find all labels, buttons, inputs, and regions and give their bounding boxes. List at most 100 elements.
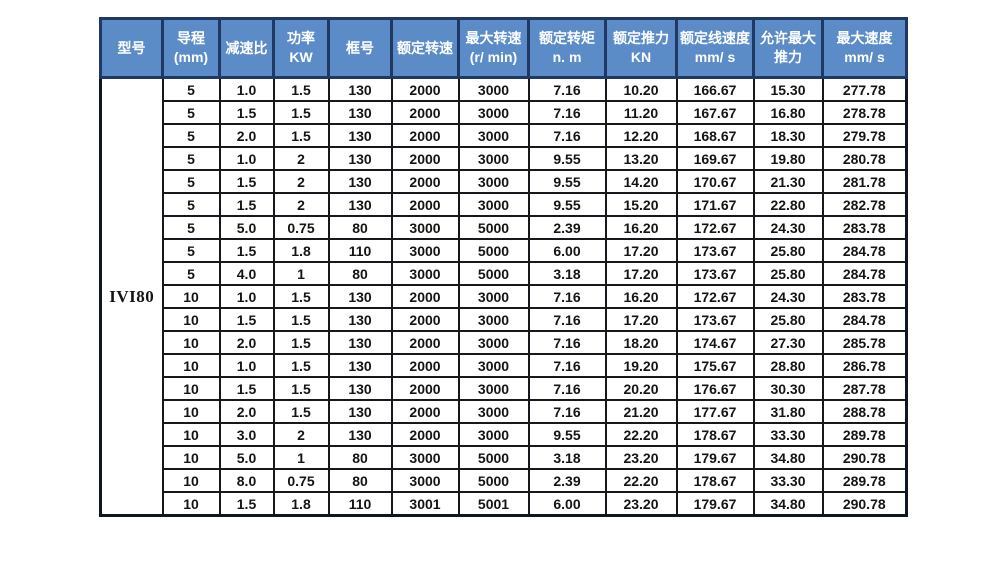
table-cell: 2000 [390, 76, 460, 102]
table-cell: 130 [327, 353, 393, 378]
table-cell: 7.16 [527, 284, 607, 309]
table-cell: 3000 [390, 445, 460, 470]
table-row: 10 2.0 1.5 130 2000 3000 7.16 18.20 174.67 27.30 2… [101, 330, 908, 355]
table-row: 10 5.0 1 80 3000 5000 3.18 23.20 179.67 34.80 290.… [101, 445, 908, 470]
table-cell: 3000 [457, 330, 530, 355]
column-header-5: 额定转速 [390, 17, 460, 79]
table-cell: 171.67 [675, 192, 755, 217]
table-cell: 7.16 [527, 76, 607, 102]
column-header-4: 框号 [327, 17, 393, 79]
table-cell: 10 [161, 376, 221, 401]
table-cell: 10.20 [604, 76, 678, 102]
table-cell: 5000 [457, 445, 530, 470]
table-cell: 3000 [457, 353, 530, 378]
table-cell: 2000 [390, 353, 460, 378]
table-cell: 24.30 [752, 215, 824, 240]
column-header-8: 额定推力 KN [604, 17, 678, 79]
table-cell: 283.78 [821, 215, 908, 240]
table-cell: 179.67 [675, 491, 755, 517]
table-cell: 15.20 [604, 192, 678, 217]
table-cell: 10 [161, 330, 221, 355]
table-cell: 25.80 [752, 307, 824, 332]
table-cell: 170.67 [675, 169, 755, 194]
column-header-6: 最大转速 (r/ min) [457, 17, 530, 79]
table-cell: 17.20 [604, 238, 678, 263]
table-cell: 177.67 [675, 399, 755, 424]
table-cell: 12.20 [604, 123, 678, 148]
table-cell: 173.67 [675, 261, 755, 286]
table-cell: 130 [327, 330, 393, 355]
table-cell: 2000 [390, 376, 460, 401]
table-cell: 286.78 [821, 353, 908, 378]
table-cell: 173.67 [675, 238, 755, 263]
table-cell: 289.78 [821, 422, 908, 447]
table-cell: 290.78 [821, 445, 908, 470]
table-cell: 277.78 [821, 76, 908, 102]
table-cell: 3000 [457, 192, 530, 217]
table-cell: 3000 [390, 215, 460, 240]
table-cell: 9.55 [527, 169, 607, 194]
table-cell: 130 [327, 192, 393, 217]
column-header-2: 减速比 [218, 17, 275, 79]
table-cell: 7.16 [527, 376, 607, 401]
table-cell: 166.67 [675, 76, 755, 102]
column-header-3: 功率 KW [272, 17, 330, 79]
table-cell: 2.0 [218, 399, 275, 424]
table-row: 5 4.0 1 80 3000 5000 3.18 17.20 173.67 25.80 284.7… [101, 261, 908, 286]
table-cell: 3000 [457, 376, 530, 401]
table-row: 10 1.0 1.5 130 2000 3000 7.16 16.20 172.67 24.30 2… [101, 284, 908, 309]
table-cell: 80 [327, 215, 393, 240]
column-header-0: 型号 [99, 17, 164, 79]
table-cell: 1.5 [272, 399, 330, 424]
table-cell: 16.20 [604, 284, 678, 309]
column-header-1: 导程 (mm) [161, 17, 221, 79]
table-cell: 7.16 [527, 307, 607, 332]
table-cell: 2000 [390, 284, 460, 309]
table-cell: 2.0 [218, 330, 275, 355]
table-cell: 1.5 [272, 284, 330, 309]
table-cell: 5 [161, 169, 221, 194]
table-cell: 172.67 [675, 284, 755, 309]
table-cell: 16.80 [752, 100, 824, 125]
table-cell: 4.0 [218, 261, 275, 286]
table-cell: 5 [161, 100, 221, 125]
table-cell: 10 [161, 399, 221, 424]
table-cell: 3000 [457, 307, 530, 332]
table-cell: 1.0 [218, 284, 275, 309]
table-cell: 14.20 [604, 169, 678, 194]
table-cell: 279.78 [821, 123, 908, 148]
table-cell: 6.00 [527, 491, 607, 517]
table-cell: 5001 [457, 491, 530, 517]
table-row: 5 2.0 1.5 130 2000 3000 7.16 12.20 168.67 18.30 27… [101, 123, 908, 148]
table-cell: 278.78 [821, 100, 908, 125]
table-cell: 1.5 [272, 123, 330, 148]
table-cell: 288.78 [821, 399, 908, 424]
table-cell: 28.80 [752, 353, 824, 378]
table-cell: 2000 [390, 123, 460, 148]
table-cell: 174.67 [675, 330, 755, 355]
table-cell: 130 [327, 399, 393, 424]
table-cell: 167.67 [675, 100, 755, 125]
table-cell: 5 [161, 76, 221, 102]
table-cell: 2000 [390, 100, 460, 125]
table-cell: 80 [327, 261, 393, 286]
table-cell: 130 [327, 284, 393, 309]
table-cell: 22.20 [604, 468, 678, 493]
table-cell: 3.18 [527, 445, 607, 470]
table-row: 10 3.0 2 130 2000 3000 9.55 22.20 178.67 33.30 289… [101, 422, 908, 447]
table-cell: 2000 [390, 169, 460, 194]
table-cell: 1.5 [218, 491, 275, 517]
table-cell: 2 [272, 169, 330, 194]
model-cell: IVI80 [99, 76, 164, 517]
table-cell: 110 [327, 238, 393, 263]
table-cell: 10 [161, 491, 221, 517]
spec-table-container: 型号 导程 (mm) 减速比 功率 KW 框号 额定转速 最大转速 (r/ min) 额定转矩… [99, 17, 908, 517]
column-header-11: 最大速度 mm/ s [821, 17, 908, 79]
table-cell: 1.5 [218, 376, 275, 401]
table-cell: 34.80 [752, 445, 824, 470]
table-cell: 1 [272, 261, 330, 286]
table-cell: 23.20 [604, 445, 678, 470]
table-cell: 9.55 [527, 192, 607, 217]
table-cell: 169.67 [675, 146, 755, 171]
table-cell: 13.20 [604, 146, 678, 171]
